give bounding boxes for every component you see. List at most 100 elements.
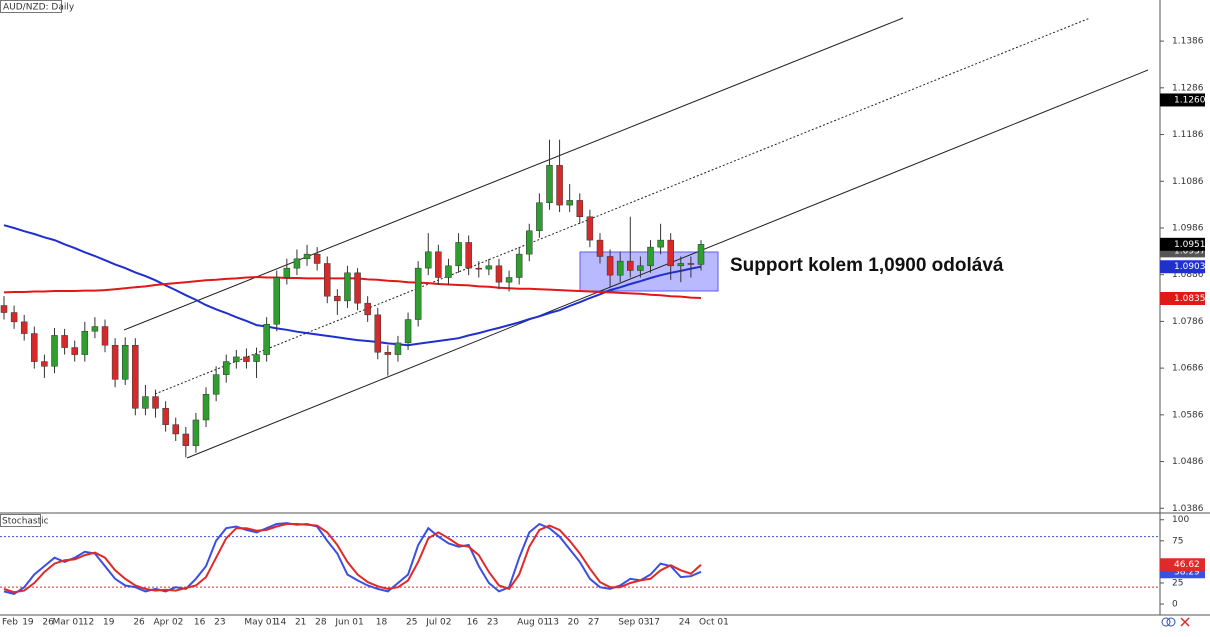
price-label-box [1160, 93, 1205, 107]
candle-body [404, 319, 412, 344]
icon[interactable] [1166, 617, 1176, 627]
x-tick-label: Mar 01 [53, 618, 84, 628]
value-label-box [1160, 558, 1205, 572]
x-tick-label: Jun 01 [334, 618, 363, 628]
candle-body [81, 330, 89, 355]
toolbar-icons[interactable] [1161, 617, 1190, 627]
candle-body [495, 265, 503, 283]
candle-body [132, 344, 139, 409]
price-label-box [1160, 260, 1205, 274]
candle-body [435, 251, 442, 278]
candle-body [71, 347, 78, 355]
candle-body [172, 424, 179, 435]
price-label: 1.0903 [1174, 262, 1206, 272]
y-tick-label: 25 [1172, 578, 1183, 588]
candle-body [606, 256, 614, 276]
candle-body [334, 295, 341, 302]
x-tick-label: 16 [467, 618, 479, 628]
candle-body [374, 314, 382, 353]
annotation: Support kolem 1,0900 odolává [730, 255, 1004, 276]
y-tick-label: 1.1286 [1172, 83, 1204, 93]
price-label: 1.0835 [1174, 294, 1206, 304]
x-tick-label: Sep 03 [618, 618, 649, 628]
candle-body [41, 361, 48, 367]
icon[interactable] [1180, 617, 1190, 627]
x-tick-label: 23 [487, 618, 498, 628]
candle-body [91, 326, 99, 332]
candle-body [566, 200, 573, 206]
x-tick-label: 13 [547, 618, 558, 628]
candle-body [384, 351, 392, 355]
x-tick-label: 16 [194, 618, 206, 628]
candle-body [121, 344, 129, 380]
y-tick-label: 1.0886 [1172, 270, 1204, 280]
x-tick-label: Aug 01 [517, 618, 549, 628]
candle-body [475, 267, 483, 270]
candle-body [182, 433, 190, 446]
x-tick-label: 25 [406, 618, 417, 628]
candle-body [142, 396, 149, 409]
y-tick-label: 1.0486 [1172, 457, 1204, 467]
x-tick-label: 26 [42, 618, 54, 628]
y-tick-label: 100 [1172, 515, 1189, 525]
candle-body [263, 323, 270, 355]
icon[interactable] [1161, 617, 1171, 627]
x-tick-label: Feb [2, 618, 18, 628]
candle-body [465, 242, 472, 269]
candle-body [536, 202, 543, 232]
x-tick-label: 24 [679, 618, 691, 628]
y-tick-label: 75 [1172, 536, 1183, 546]
price-label: 1.1260 [1174, 95, 1206, 105]
line-series [3, 224, 702, 347]
indicator-box [0, 514, 41, 527]
candle-body [687, 263, 695, 265]
x-tick-label: 12 [83, 618, 94, 628]
candle-body [222, 361, 230, 375]
x-tick-label: May 01 [244, 618, 277, 628]
candle-body [697, 244, 705, 265]
candle-body [455, 242, 462, 267]
candle-body [637, 265, 644, 271]
candle-body [364, 302, 371, 316]
candle-body [0, 305, 8, 313]
x-tick-label: 18 [376, 618, 388, 628]
y-tick-label: 1.0986 [1172, 223, 1204, 233]
candle-body [202, 394, 210, 421]
candle-body [233, 356, 240, 362]
indicator-title: Stochastic [2, 517, 49, 527]
candle-body [303, 253, 311, 260]
x-tick-label: Apr 02 [154, 618, 184, 628]
price-label: 1.0951 [1174, 240, 1206, 250]
x-tick-label: 26 [133, 618, 145, 628]
candle-body [677, 263, 685, 267]
x-tick-label: 20 [568, 618, 580, 628]
candle-body [212, 374, 220, 395]
candle-body [445, 265, 452, 278]
x-tick-label: 28 [315, 618, 327, 628]
candle-body [485, 265, 493, 270]
y-tick-label: 1.0786 [1172, 317, 1204, 327]
candle-body [293, 258, 301, 269]
candle-body [627, 260, 634, 271]
x-tick-label: Oct 01 [699, 618, 729, 628]
candle-body [647, 246, 654, 267]
candle-body [425, 251, 432, 269]
price-label-box [1160, 292, 1205, 306]
candle-body [556, 165, 563, 206]
x-tick-label: 14 [275, 618, 287, 628]
candle-body [243, 356, 250, 362]
candle-body [586, 216, 594, 241]
candle-body [51, 335, 58, 367]
chart-title: AUD/NZD: Daily [3, 3, 75, 13]
y-tick-label: 0 [1172, 600, 1178, 610]
value-label: 46.62 [1174, 560, 1200, 570]
candle-body [515, 253, 523, 278]
candle-body [313, 253, 321, 264]
candle-body [111, 344, 119, 380]
line-series [3, 523, 702, 594]
candle-body [101, 326, 109, 346]
y-tick-label: 1.1086 [1172, 177, 1204, 187]
candle-body [667, 239, 674, 267]
candle-body [414, 267, 422, 320]
